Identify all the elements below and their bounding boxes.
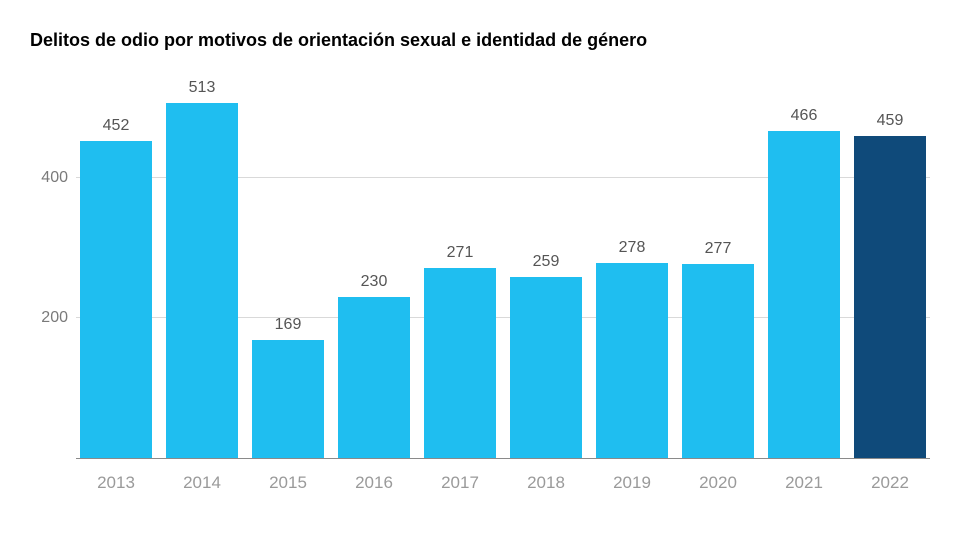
bar <box>768 131 840 459</box>
bar-slot: 271 <box>420 79 500 459</box>
x-baseline <box>76 458 930 459</box>
x-tick-label: 2021 <box>764 473 844 493</box>
bar <box>166 103 238 459</box>
bar-slot: 278 <box>592 79 672 459</box>
x-tick-label: 2020 <box>678 473 758 493</box>
bar <box>252 340 324 459</box>
bar <box>510 277 582 459</box>
hate-crimes-bar-chart: Delitos de odio por motivos de orientaci… <box>30 30 930 510</box>
bar <box>854 136 926 459</box>
bar-slot: 277 <box>678 79 758 459</box>
bar-value-label: 169 <box>275 316 302 334</box>
bar-value-label: 271 <box>447 244 474 262</box>
x-tick-label: 2019 <box>592 473 672 493</box>
plot-area: 200 400 452 513 169 230 271 259 278 277 466 459 20… <box>30 79 930 459</box>
bar <box>338 297 410 459</box>
x-tick-label: 2014 <box>162 473 242 493</box>
x-tick-label: 2017 <box>420 473 500 493</box>
bars-group: 452 513 169 230 271 259 278 277 466 459 <box>76 79 930 459</box>
x-tick-label: 2022 <box>850 473 930 493</box>
x-tick-label: 2018 <box>506 473 586 493</box>
bar-value-label: 466 <box>791 107 818 125</box>
bar <box>682 264 754 459</box>
bar-value-label: 513 <box>189 79 216 97</box>
bar-slot: 452 <box>76 79 156 459</box>
y-tick-label: 400 <box>41 169 68 187</box>
x-tick-label: 2015 <box>248 473 328 493</box>
y-tick-label: 200 <box>41 309 68 327</box>
bar-value-label: 278 <box>619 239 646 257</box>
x-tick-label: 2016 <box>334 473 414 493</box>
bar <box>596 263 668 459</box>
bar-value-label: 452 <box>103 117 130 135</box>
bar-slot: 513 <box>162 79 242 459</box>
x-tick-label: 2013 <box>76 473 156 493</box>
bar-slot: 259 <box>506 79 586 459</box>
bar-slot: 230 <box>334 79 414 459</box>
bar-slot: 169 <box>248 79 328 459</box>
y-axis: 200 400 <box>30 79 76 459</box>
bar <box>424 268 496 459</box>
bar-slot: 466 <box>764 79 844 459</box>
bar <box>80 141 152 459</box>
bar-value-label: 277 <box>705 240 732 258</box>
bar-value-label: 459 <box>877 112 904 130</box>
bar-value-label: 259 <box>533 253 560 271</box>
chart-title: Delitos de odio por motivos de orientaci… <box>30 30 930 51</box>
bar-slot: 459 <box>850 79 930 459</box>
bar-value-label: 230 <box>361 273 388 291</box>
x-axis-labels: 2013 2014 2015 2016 2017 2018 2019 2020 2021 2022 <box>76 473 930 493</box>
